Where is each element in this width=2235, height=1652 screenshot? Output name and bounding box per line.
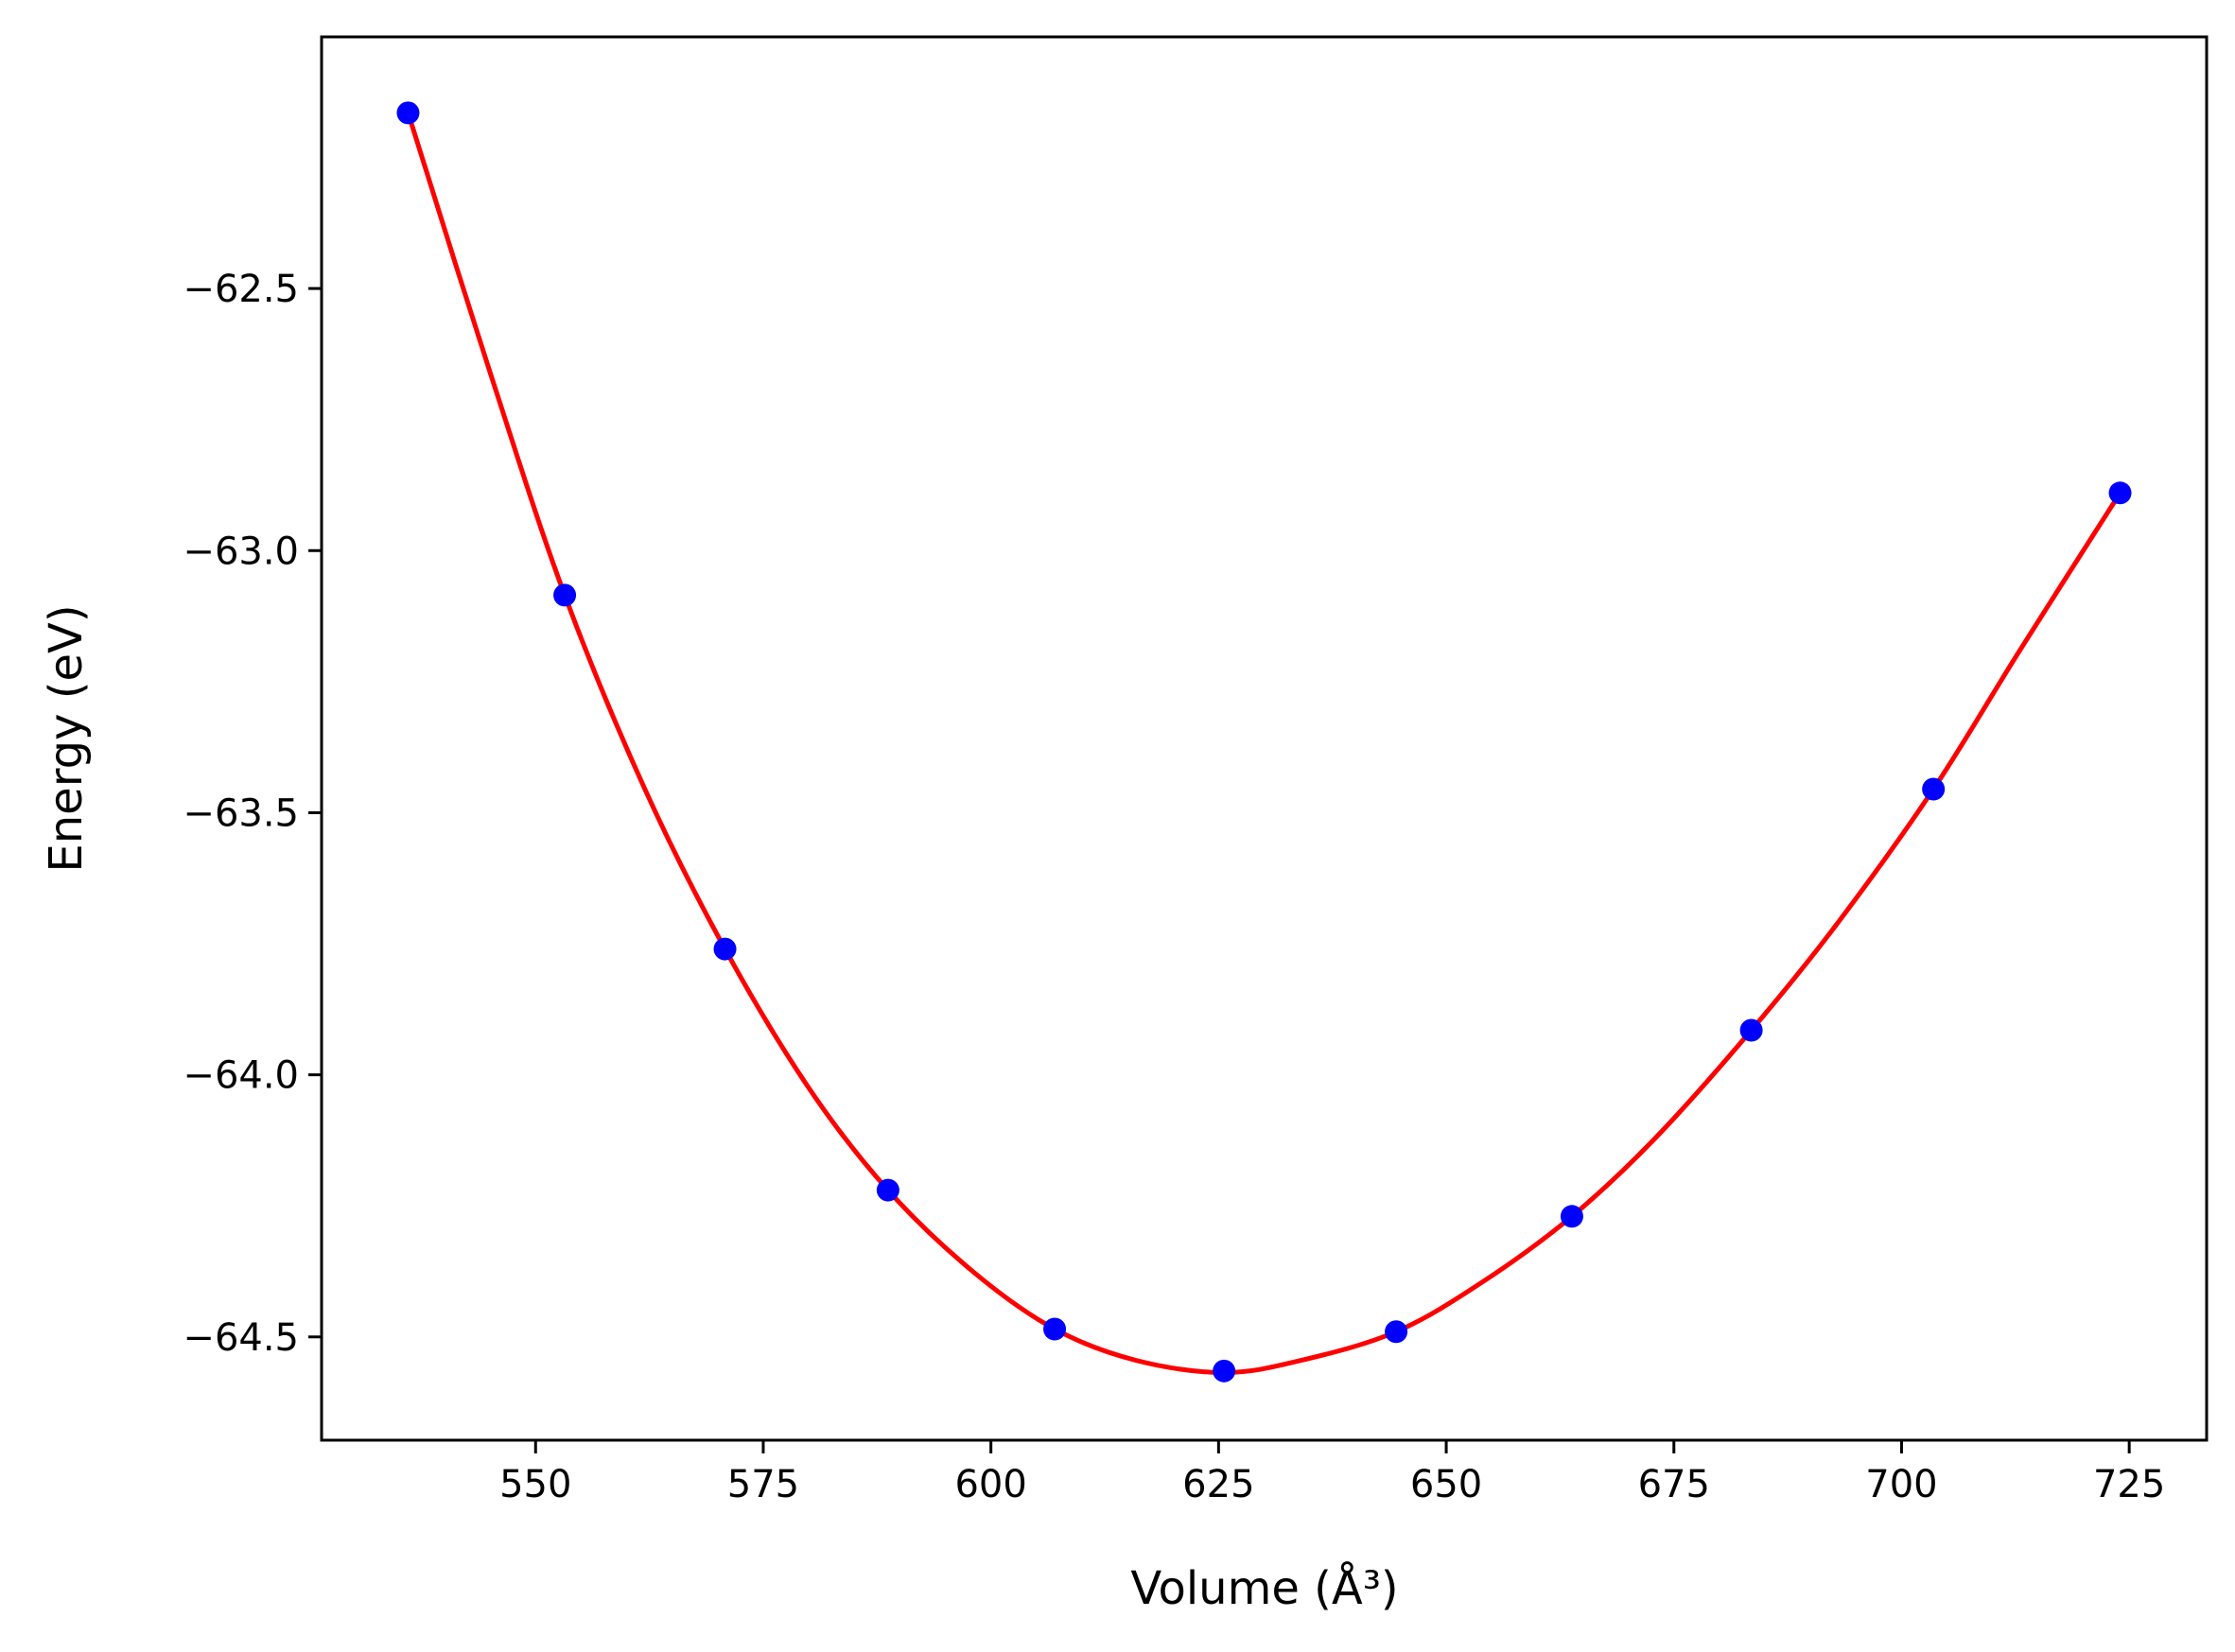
y-axis-label: Energy (eV): [40, 604, 93, 872]
x-tick-label: 700: [1865, 1463, 1937, 1506]
x-tick-label: 550: [499, 1463, 571, 1506]
x-axis-label: Volume (Å³): [1130, 1561, 1398, 1615]
x-tick-label: 600: [954, 1463, 1026, 1506]
data-point: [1739, 1018, 1763, 1042]
y-tick-label: −64.0: [183, 1054, 299, 1098]
data-point: [1922, 777, 1946, 801]
y-tick-label: −63.5: [183, 791, 299, 835]
plot-frame: [320, 35, 2209, 1442]
y-tick-label: −64.5: [183, 1316, 299, 1360]
data-point: [1385, 1320, 1408, 1344]
data-point: [553, 583, 577, 607]
data-point: [876, 1178, 899, 1202]
y-tick-label: −63.0: [183, 530, 299, 573]
x-tick-label: 575: [727, 1463, 799, 1506]
data-point: [1213, 1359, 1236, 1382]
axes: 550 575 600 625 650 675 700 725 −64.5 −64.0 −63.5 −…: [183, 268, 2165, 1506]
data-point: [1043, 1317, 1067, 1341]
plot-area: [396, 101, 2132, 1382]
data-point: [1560, 1205, 1583, 1228]
x-tick-label: 675: [1638, 1463, 1710, 1506]
x-tick-label: 625: [1182, 1463, 1254, 1506]
data-point: [713, 937, 737, 961]
x-tick-label: 650: [1410, 1463, 1482, 1506]
x-tick-label: 725: [2093, 1463, 2165, 1506]
data-point: [396, 101, 420, 125]
data-point: [2108, 481, 2132, 505]
fit-curve: [406, 112, 2122, 1375]
y-tick-label: −62.5: [183, 268, 299, 311]
